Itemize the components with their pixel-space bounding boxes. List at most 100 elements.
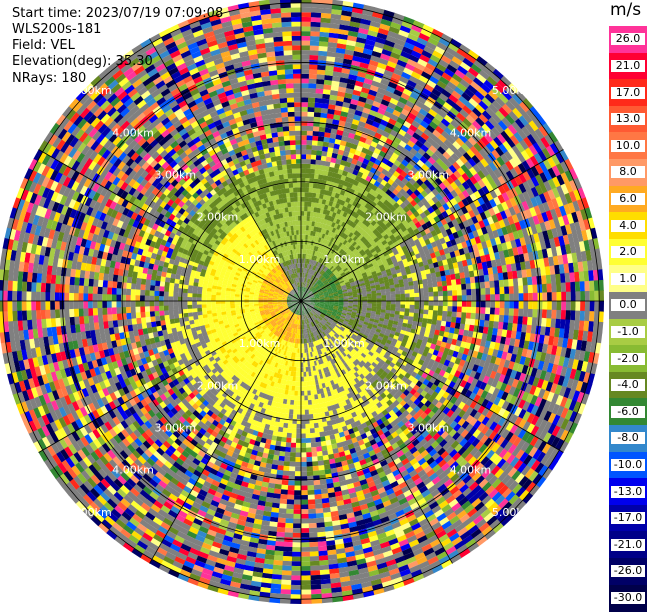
- scan-gate: [294, 391, 298, 396]
- scan-gate: [429, 296, 434, 301]
- scan-gate: [376, 293, 381, 296]
- scan-gate: [173, 301, 178, 306]
- scan-gate: [305, 183, 310, 188]
- scan-gate: [305, 173, 310, 178]
- scan-gate: [293, 192, 297, 197]
- scan-gate: [197, 294, 202, 298]
- scan-gate: [202, 307, 207, 311]
- scan-gate: [309, 183, 314, 188]
- scan-gate: [216, 298, 221, 301]
- scan-gate: [305, 424, 310, 429]
- scan-gate: [381, 304, 386, 307]
- scan-gate: [307, 381, 310, 386]
- scan-gate: [301, 415, 305, 420]
- scan-gate: [301, 187, 305, 192]
- scan-gate: [169, 305, 174, 310]
- scan-gate: [308, 400, 312, 405]
- scan-gate: [304, 206, 308, 211]
- scan-gate: [367, 296, 372, 299]
- scan-gate: [400, 301, 405, 305]
- scan-gate: [240, 297, 245, 299]
- scan-gate: [221, 306, 226, 309]
- scan-gate: [428, 287, 433, 292]
- scan-gate: [307, 386, 311, 391]
- scan-gate: [428, 310, 433, 315]
- scan-gate: [296, 372, 299, 377]
- scan-gate: [183, 305, 188, 310]
- scan-gate: [169, 314, 174, 319]
- scan-gate: [427, 278, 432, 284]
- scan-gate: [372, 293, 377, 296]
- scan-gate: [377, 304, 382, 307]
- scan-gate: [304, 396, 308, 401]
- scan-gate: [405, 308, 410, 312]
- scan-gate: [206, 298, 211, 302]
- scan-gate: [310, 428, 315, 433]
- scan-gate: [192, 308, 197, 312]
- scan-gate: [409, 289, 414, 294]
- scan-gate: [288, 414, 293, 419]
- scan-gate: [381, 295, 386, 298]
- scan-gate: [423, 288, 428, 293]
- scan-gate: [187, 293, 192, 297]
- scan-gate: [249, 303, 254, 305]
- scan-gate: [395, 291, 400, 295]
- scan-gate: [289, 409, 294, 414]
- scan-gate: [297, 410, 301, 415]
- scan-gate: [202, 294, 207, 298]
- scan-gate: [244, 303, 249, 305]
- scan-gate: [295, 221, 298, 226]
- scan-gate: [386, 301, 391, 304]
- scan-gate: [293, 221, 296, 226]
- scan-gate: [309, 414, 314, 419]
- scan-gate: [319, 427, 325, 432]
- scan-gate: [400, 308, 405, 312]
- scan-gate: [309, 423, 314, 428]
- scan-gate: [221, 295, 226, 298]
- scan-gate: [293, 414, 298, 419]
- scan-gate: [188, 308, 193, 313]
- scan-gate: [424, 301, 429, 306]
- scan-gate: [410, 293, 415, 297]
- scan-gate: [288, 174, 293, 179]
- scan-gate: [197, 311, 202, 315]
- scan-gate: [173, 292, 178, 297]
- scan-gate: [290, 400, 294, 405]
- scan-gate: [304, 377, 307, 382]
- scan-gate: [283, 174, 288, 179]
- scan-gate: [410, 301, 415, 305]
- scan-gate: [192, 297, 197, 301]
- scan-gate: [391, 304, 396, 308]
- scan-gate: [423, 310, 428, 315]
- scan-gate: [304, 225, 307, 230]
- scan-gate: [193, 312, 198, 317]
- scan-gate: [197, 290, 202, 294]
- scan-gate: [415, 297, 420, 301]
- scan-gate: [429, 292, 434, 297]
- scan-gate: [291, 202, 295, 207]
- scan-gate: [396, 301, 401, 305]
- scan-gate: [183, 297, 188, 301]
- scan-gate: [312, 409, 317, 414]
- scan-gate: [381, 292, 386, 295]
- scan-gate: [287, 423, 292, 428]
- scan-gate: [395, 304, 400, 308]
- scan-gate: [304, 381, 307, 386]
- scan-gate: [285, 183, 290, 188]
- scan-gate: [168, 296, 173, 301]
- scan-gate: [303, 353, 305, 358]
- scan-gate: [428, 283, 433, 288]
- scan-gate: [183, 288, 188, 293]
- scan-gate: [211, 304, 216, 308]
- scan-gate: [183, 293, 188, 298]
- scan-gate: [298, 377, 301, 382]
- scan-gate: [287, 428, 292, 433]
- scan-gate: [305, 414, 310, 419]
- scan-gate: [295, 211, 299, 216]
- scan-gate: [377, 301, 382, 304]
- scan-gate: [293, 187, 297, 192]
- scan-gate: [410, 305, 415, 309]
- scan-gate: [183, 301, 188, 305]
- scan-gate: [301, 197, 305, 202]
- scan-gate: [414, 305, 419, 310]
